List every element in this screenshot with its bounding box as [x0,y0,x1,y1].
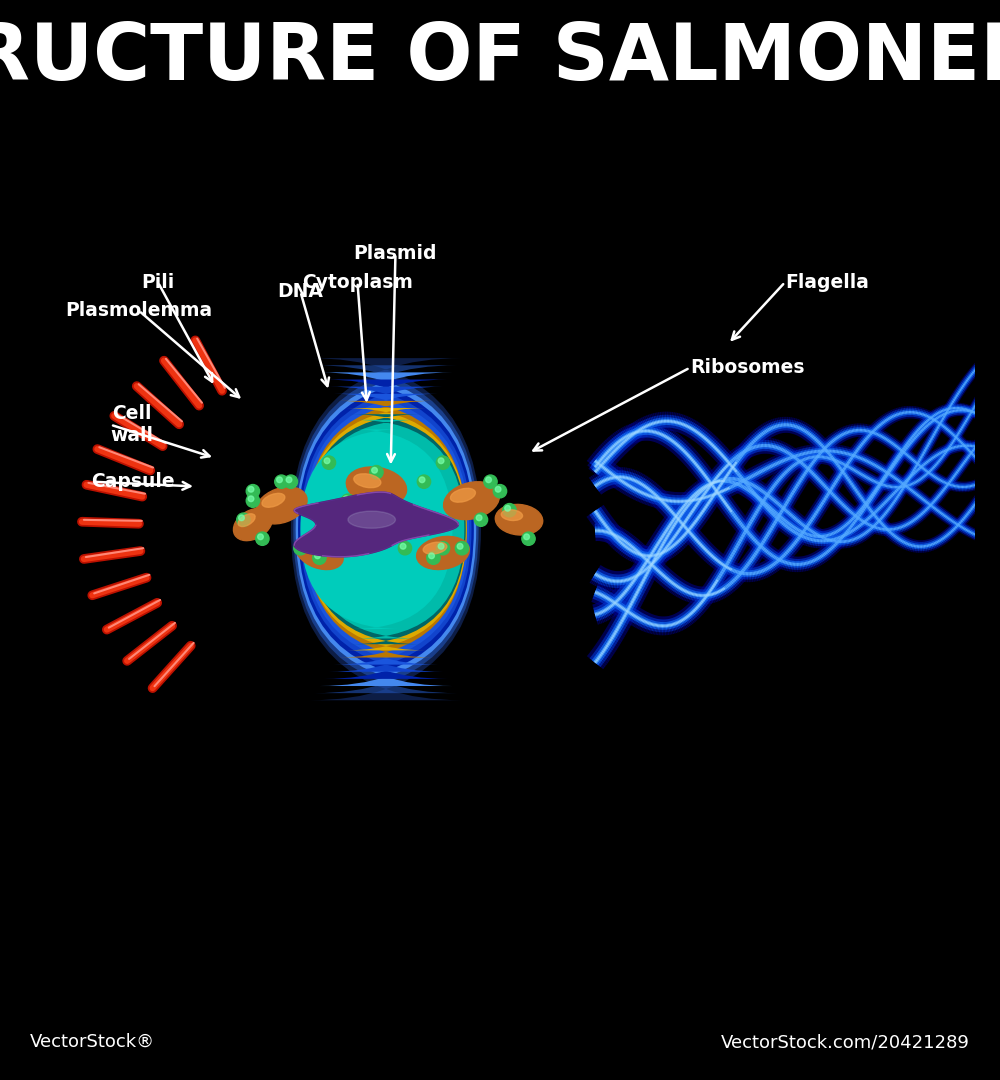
Circle shape [503,503,516,517]
Circle shape [277,477,282,483]
Ellipse shape [256,487,307,524]
Polygon shape [294,492,458,557]
Text: VectorStock®: VectorStock® [30,1034,155,1051]
Circle shape [379,532,393,545]
Circle shape [438,458,444,463]
Circle shape [436,456,450,470]
Ellipse shape [296,537,343,569]
Circle shape [248,496,254,501]
Ellipse shape [444,482,499,519]
Ellipse shape [346,467,407,505]
FancyBboxPatch shape [305,401,467,658]
Text: Cell
wall: Cell wall [110,404,153,445]
Text: Plasmolemma: Plasmolemma [65,301,212,320]
Ellipse shape [495,504,543,535]
Circle shape [524,534,529,540]
Text: Plasmid: Plasmid [354,244,437,264]
Polygon shape [294,492,458,557]
Circle shape [353,505,358,511]
Circle shape [455,541,469,555]
Circle shape [370,465,383,478]
FancyBboxPatch shape [303,394,469,664]
Ellipse shape [417,537,469,569]
Circle shape [493,485,507,498]
Text: Cytoplasm: Cytoplasm [302,272,413,292]
Ellipse shape [348,511,395,528]
Circle shape [436,541,450,555]
Circle shape [484,475,497,488]
Text: Ribosomes: Ribosomes [690,359,805,377]
FancyBboxPatch shape [293,365,479,693]
Circle shape [486,477,491,483]
FancyBboxPatch shape [291,359,481,700]
Circle shape [474,513,488,526]
Ellipse shape [354,474,381,488]
Circle shape [324,458,330,463]
Circle shape [275,475,288,488]
Circle shape [246,494,260,508]
Ellipse shape [423,542,447,554]
Ellipse shape [501,510,523,521]
FancyBboxPatch shape [300,387,471,672]
Circle shape [296,543,301,549]
FancyBboxPatch shape [298,379,474,679]
Text: Pili: Pili [141,272,174,292]
FancyBboxPatch shape [308,420,464,638]
Circle shape [372,468,377,473]
Circle shape [284,475,298,488]
Circle shape [427,551,440,565]
Ellipse shape [238,514,255,527]
FancyBboxPatch shape [300,430,452,629]
FancyBboxPatch shape [306,415,466,644]
Circle shape [294,541,307,555]
Text: Capsule: Capsule [91,472,175,491]
Circle shape [315,553,320,558]
Text: Flagella: Flagella [785,272,869,292]
Circle shape [248,486,254,492]
Text: VectorStock.com/20421289: VectorStock.com/20421289 [721,1034,970,1051]
Text: DNA: DNA [277,282,323,301]
Circle shape [322,456,336,470]
Text: STRUCTURE OF SALMONELLA: STRUCTURE OF SALMONELLA [0,21,1000,96]
Circle shape [457,543,463,549]
Circle shape [313,551,326,565]
Circle shape [381,534,387,540]
Ellipse shape [233,509,272,541]
Circle shape [417,475,431,488]
Circle shape [400,543,406,549]
Ellipse shape [450,488,475,502]
FancyBboxPatch shape [296,373,476,686]
FancyBboxPatch shape [305,408,467,650]
Ellipse shape [262,494,285,508]
Circle shape [351,503,364,517]
Circle shape [256,532,269,545]
Circle shape [237,513,250,526]
Circle shape [341,494,355,508]
Circle shape [438,543,444,549]
Ellipse shape [301,542,323,555]
Circle shape [522,532,535,545]
Circle shape [419,477,425,483]
Circle shape [286,477,292,483]
Circle shape [343,496,349,501]
Circle shape [476,515,482,521]
Circle shape [258,534,263,540]
Circle shape [239,515,244,521]
Circle shape [246,485,260,498]
Circle shape [495,486,501,492]
Circle shape [398,541,412,555]
Circle shape [429,553,434,558]
Circle shape [505,505,510,511]
